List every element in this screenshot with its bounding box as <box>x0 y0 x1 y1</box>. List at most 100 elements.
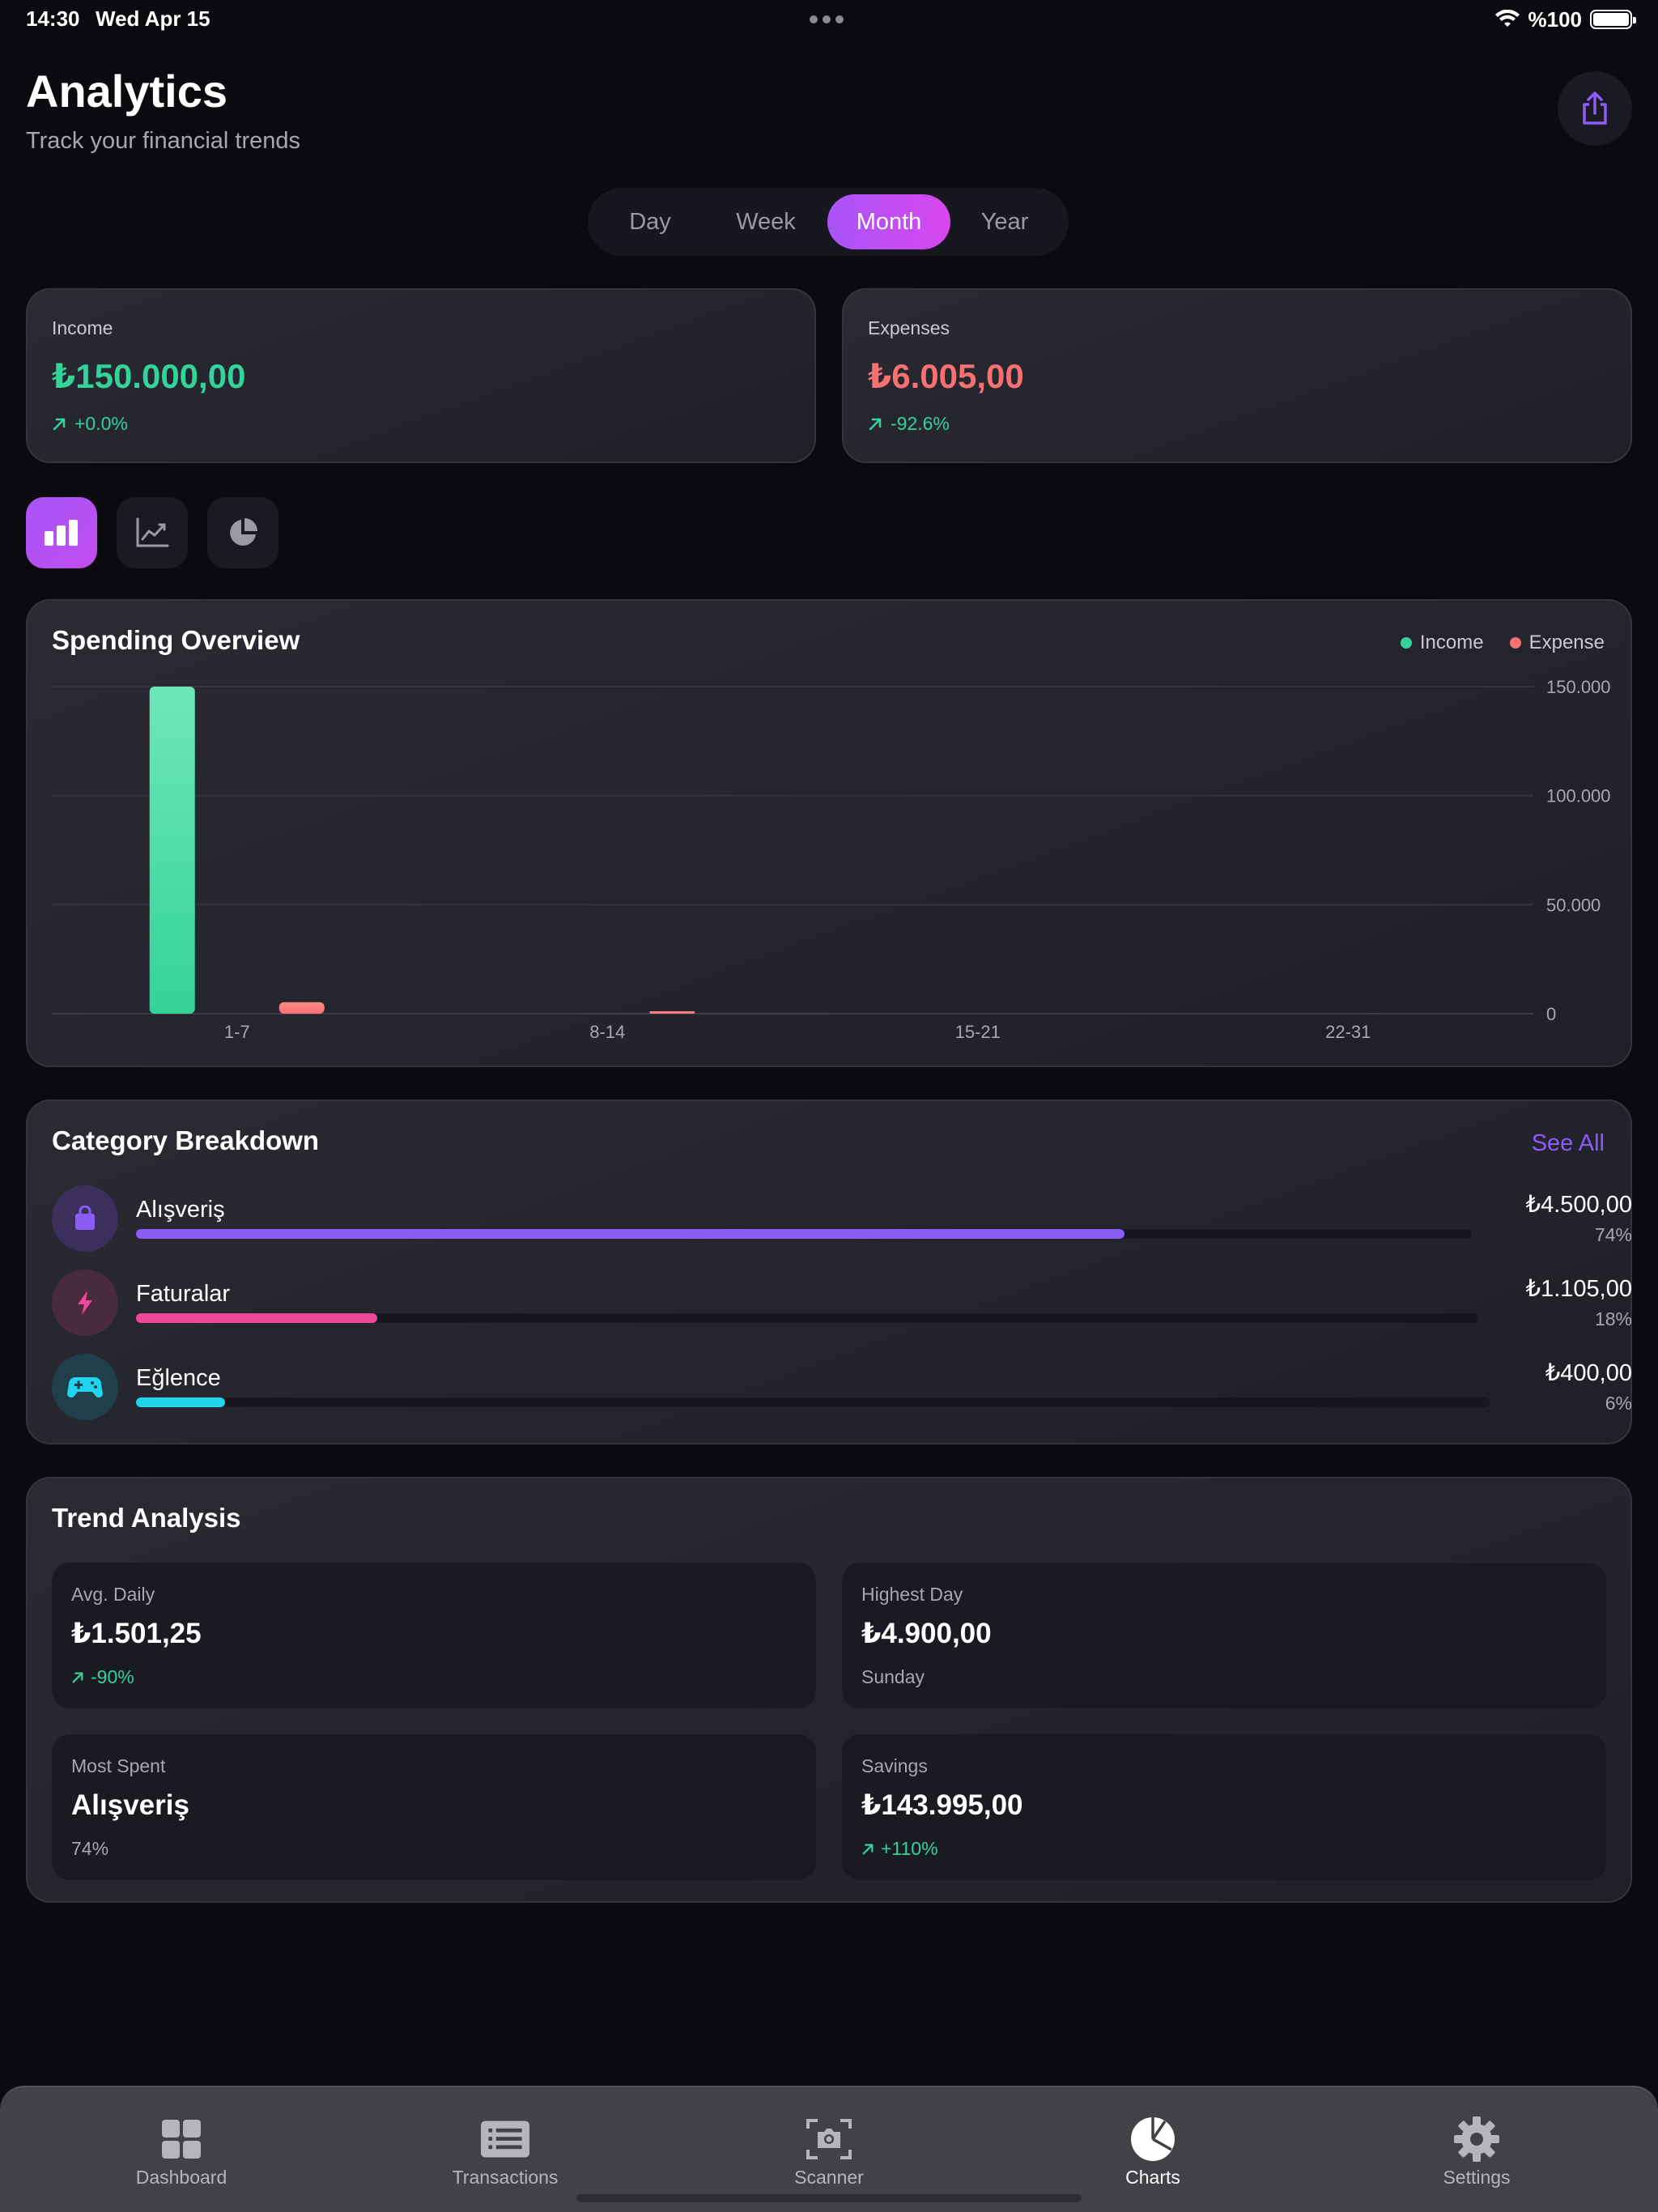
savings-card: Savings ₺143.995,00 +110% <box>842 1734 1606 1880</box>
category-amount: ₺1.105,00 <box>1525 1276 1632 1302</box>
line-chart-toggle[interactable] <box>117 497 188 568</box>
category-progress-fill <box>136 1313 378 1323</box>
y-tick-label: 0 <box>1546 1004 1556 1024</box>
x-tick-label: 22-31 <box>1325 1022 1371 1042</box>
bar-chart-toggle[interactable] <box>26 497 97 568</box>
category-name: Alışveriş <box>136 1197 225 1223</box>
savings-label: Savings <box>861 1755 928 1776</box>
spending-overview-title: Spending Overview <box>52 625 300 655</box>
category-row[interactable]: Eğlence ₺400,00 6% <box>52 1354 1632 1422</box>
avg-daily-change: -90% <box>71 1666 134 1688</box>
category-row[interactable]: Alışveriş ₺4.500,00 74% <box>52 1185 1632 1253</box>
category-icon-wrapper <box>52 1185 118 1252</box>
income-value: ₺150.000,00 <box>52 357 246 395</box>
category-icon-wrapper <box>52 1270 118 1336</box>
share-icon <box>1583 91 1607 125</box>
expenses-value: ₺6.005,00 <box>868 357 1024 395</box>
category-progress-fill <box>136 1229 1124 1239</box>
arrow-up-right-icon <box>72 1672 83 1682</box>
income-card[interactable]: Income ₺150.000,00 +0.0% <box>26 288 816 463</box>
savings-change: +110% <box>861 1838 938 1860</box>
status-time: 14:30 <box>26 6 80 31</box>
x-tick-label: 8-14 <box>589 1022 625 1042</box>
most-spent-label: Most Spent <box>71 1755 166 1776</box>
legend-expense-label: Expense <box>1528 632 1605 653</box>
category-progress-track <box>136 1313 1478 1323</box>
pie-chart-toggle[interactable] <box>207 497 278 568</box>
battery-percent: %100 <box>1528 6 1583 32</box>
expenses-change: -92.6% <box>868 413 950 435</box>
y-tick-label: 50.000 <box>1546 895 1601 915</box>
tab-dashboard-label: Dashboard <box>135 2167 227 2188</box>
category-icon-wrapper <box>52 1354 118 1420</box>
avg-daily-change-text: -90% <box>91 1666 134 1687</box>
period-segmented-control: Day Week Month Year <box>588 188 1069 256</box>
category-row[interactable]: Faturalar ₺1.105,00 18% <box>52 1270 1632 1338</box>
income-change-text: +0.0% <box>74 413 128 434</box>
highest-day-card: Highest Day ₺4.900,00 Sunday <box>842 1563 1606 1708</box>
category-progress-track <box>136 1397 1490 1407</box>
chart-legend: Income Expense <box>1400 632 1605 654</box>
expenses-card[interactable]: Expenses ₺6.005,00 -92.6% <box>842 288 1632 463</box>
line-chart-icon <box>136 517 169 547</box>
arrow-up-right-icon <box>869 418 882 430</box>
bar-income-1-7[interactable] <box>149 687 195 1014</box>
legend-income: Income <box>1400 632 1484 654</box>
tab-day[interactable]: Day <box>629 208 671 235</box>
battery-icon <box>1590 10 1636 29</box>
highest-day-sub: Sunday <box>861 1666 925 1687</box>
x-tick-label: 1-7 <box>224 1022 250 1042</box>
tab-dashboard[interactable]: Dashboard <box>84 2115 278 2196</box>
tab-scanner-label: Scanner <box>794 2167 864 2188</box>
category-progress-track <box>136 1229 1472 1239</box>
most-spent-value: Alışveriş <box>71 1789 189 1821</box>
category-breakdown-title: Category Breakdown <box>52 1125 320 1155</box>
y-tick-label: 150.000 <box>1546 677 1611 697</box>
tab-charts[interactable]: Charts <box>1056 2115 1250 2196</box>
dashboard-icon <box>162 2120 201 2159</box>
category-amount: ₺400,00 <box>1545 1360 1632 1386</box>
highest-day-value: ₺4.900,00 <box>861 1618 992 1649</box>
tab-transactions[interactable]: Transactions <box>408 2115 602 2196</box>
bar-expense-8-14[interactable] <box>649 1011 695 1014</box>
tab-year[interactable]: Year <box>980 208 1029 235</box>
pie-chart-icon <box>230 518 257 546</box>
category-name: Eğlence <box>136 1365 221 1391</box>
gear-icon <box>1454 2116 1499 2162</box>
tab-transactions-label: Transactions <box>452 2167 559 2188</box>
category-percent: 18% <box>1594 1308 1632 1329</box>
x-tick-label: 15-21 <box>955 1022 1001 1042</box>
category-name: Faturalar <box>136 1281 231 1307</box>
category-amount: ₺4.500,00 <box>1525 1192 1632 1218</box>
tab-settings[interactable]: Settings <box>1380 2115 1574 2196</box>
most-spent-card: Most Spent Alışveriş 74% <box>52 1734 816 1880</box>
status-indicators: %100 <box>1494 5 1636 34</box>
page-subtitle: Track your financial trends <box>26 128 301 154</box>
share-button[interactable] <box>1558 71 1632 146</box>
legend-expense: Expense <box>1509 632 1605 654</box>
bar-expense-1-7[interactable] <box>278 1002 325 1014</box>
tab-settings-label: Settings <box>1443 2167 1511 2188</box>
income-label: Income <box>52 317 113 338</box>
shopping-bag-icon <box>75 1206 95 1230</box>
tab-scanner[interactable]: Scanner <box>732 2115 926 2196</box>
page-title: Analytics <box>26 66 227 117</box>
category-progress-fill <box>136 1397 226 1407</box>
camera-icon <box>806 2119 852 2159</box>
most-spent-sub: 74% <box>71 1838 109 1859</box>
highest-day-label: Highest Day <box>861 1584 963 1605</box>
bottom-tab-bar: Dashboard Transactions Scanner <box>0 2086 1658 2212</box>
category-percent: 74% <box>1594 1224 1632 1245</box>
savings-change-text: +110% <box>881 1838 938 1859</box>
see-all-link[interactable]: See All <box>1531 1130 1605 1156</box>
bar-chart-icon <box>45 520 78 546</box>
legend-income-label: Income <box>1419 632 1484 653</box>
savings-value: ₺143.995,00 <box>861 1789 1023 1821</box>
tab-week[interactable]: Week <box>736 208 796 235</box>
tab-month[interactable]: Month <box>827 194 950 249</box>
status-date: Wed Apr 15 <box>96 6 210 31</box>
multitasking-dots-icon[interactable] <box>810 10 848 29</box>
home-indicator[interactable] <box>576 2194 1082 2202</box>
arrow-up-right-icon <box>53 418 66 430</box>
pie-chart-icon <box>1131 2117 1175 2161</box>
